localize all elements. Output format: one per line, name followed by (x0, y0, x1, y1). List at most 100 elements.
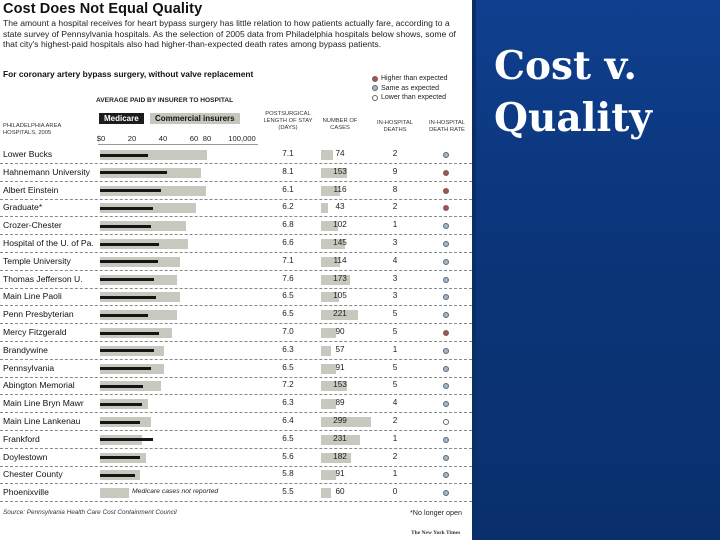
death-rate-dot (443, 401, 449, 408)
stay-value: 7.1 (282, 255, 294, 265)
stay-value: 6.5 (282, 309, 294, 319)
cases-bar (321, 310, 358, 321)
cases-bar (321, 470, 337, 481)
stay-value: 6.6 (282, 238, 294, 247)
stay-value: 7.6 (282, 273, 294, 283)
row-separator (0, 287, 472, 289)
cases-bar (321, 488, 331, 499)
death-rate-dot (443, 330, 449, 336)
death-rate-dot (443, 365, 449, 372)
cases-value: 91 (335, 469, 345, 479)
row-separator (0, 163, 472, 164)
table-row: Albert Einstein 6.1 116 8 (0, 182, 472, 200)
hospital-name: Albert Einstein (3, 184, 59, 195)
legend-item-higher: Higher than expected (372, 74, 448, 84)
death-rate-dot (443, 276, 449, 283)
title-panel: Cost v. Quality (472, 0, 720, 540)
death-rate-dot (443, 312, 449, 319)
table-row: Main Line Paoli 6.5 105 3 (0, 288, 472, 307)
deaths-value: 1 (392, 433, 398, 443)
row-separator (0, 216, 472, 218)
stay-value: 6.5 (282, 433, 294, 443)
deaths-value: 3 (392, 238, 398, 247)
cases-bar (321, 363, 337, 374)
death-rate-dot (443, 241, 449, 247)
legend-item-same: Same as expected (372, 84, 448, 94)
graphic-credit: The New York Times (411, 530, 461, 536)
medicare-bar (100, 295, 156, 299)
cases-bar (321, 345, 331, 356)
deaths-value: 5 (392, 309, 398, 319)
deaths-value: 5 (392, 327, 398, 336)
death-rate-dot (443, 258, 449, 265)
deaths-value: 0 (392, 487, 398, 497)
medicare-bar (100, 206, 153, 210)
cases-bar (321, 399, 336, 410)
cases-value: 102 (333, 220, 347, 230)
cases-bar (321, 150, 334, 160)
slide-title-line1: Cost v. (494, 43, 637, 89)
stay-value: 7.2 (282, 380, 294, 390)
cases-bar (321, 434, 360, 445)
col-header-hospital: PHILADELPHIA AREA HOSPITALS, 2005 (3, 123, 61, 136)
hospital-name: Hospital of the U. of Pa. (3, 238, 94, 248)
legend-same-dot (372, 85, 378, 92)
medicare-bar (100, 473, 136, 477)
hospital-name: Temple University (3, 255, 71, 266)
medicare-bar (100, 402, 142, 406)
cases-value: 43 (335, 202, 345, 212)
table-row: Brandywine 6.3 57 1 (0, 342, 472, 360)
legend-lower-label: Lower than expected (381, 94, 446, 102)
row-separator (0, 412, 472, 414)
death-rate-dot (443, 383, 449, 390)
cases-value: 91 (335, 362, 345, 372)
hospital-name: Brandywine (3, 344, 48, 355)
hospital-name: Phoenixville (3, 487, 49, 498)
deaths-value: 1 (392, 344, 398, 354)
hospital-name: Crozer-Chester (3, 220, 62, 231)
medicare-bar (100, 420, 140, 424)
cases-value: 74 (335, 149, 345, 158)
table-row: Hospital of the U. of Pa. 6.6 145 3 (0, 235, 472, 253)
table-row: Main Line Lankenau 6.4 299 2 (0, 413, 472, 431)
deaths-value: 1 (392, 220, 398, 230)
col-header-cases: NUMBER OF CASES (322, 118, 358, 131)
cases-bar (321, 203, 329, 214)
table-row: Penn Presbyterian 6.5 221 5 (0, 306, 472, 325)
medicare-bar (100, 189, 161, 193)
row-separator (0, 394, 472, 396)
deaths-value: 2 (392, 416, 398, 425)
tick-label: 40 (158, 134, 168, 143)
slide-title: Cost v. Quality (494, 40, 714, 144)
death-rate-dot (443, 294, 449, 301)
cases-value: 145 (333, 238, 347, 247)
medicare-bar (100, 384, 144, 388)
deaths-value: 2 (392, 202, 398, 212)
cases-value: 89 (335, 398, 345, 408)
row-separator (0, 358, 472, 360)
row-separator (0, 501, 472, 503)
cases-value: 153 (333, 166, 347, 176)
stay-value: 6.2 (282, 202, 294, 212)
table-row: Phoenixville Medicare cases not reported 5… (0, 484, 472, 503)
hospital-name: Thomas Jefferson U. (3, 273, 83, 284)
table-row: Chester County 5.8 91 1 (0, 466, 472, 485)
stay-value: 6.5 (282, 362, 294, 372)
row-separator (0, 180, 472, 182)
cases-value: 153 (333, 380, 347, 390)
table-row: Pennsylvania 6.5 91 5 (0, 360, 472, 378)
table-row: Thomas Jefferson U. 7.6 173 3 (0, 271, 472, 289)
cases-bar (321, 274, 350, 285)
medicare-bar (100, 331, 160, 335)
hospital-name: Graduate* (3, 202, 43, 213)
cases-value: 116 (333, 184, 347, 194)
hospital-name: Pennsylvania (3, 362, 55, 373)
commercial-bar (100, 488, 129, 499)
row-separator (0, 465, 472, 467)
medicare-bar (100, 438, 153, 442)
medicare-key: Medicare (99, 113, 144, 124)
table-row: Hahnemann University 8.1 153 9 (0, 164, 472, 182)
stay-value: 6.1 (282, 184, 294, 194)
hospital-name: Hahnemann University (3, 166, 90, 177)
deaths-value: 3 (392, 291, 398, 301)
